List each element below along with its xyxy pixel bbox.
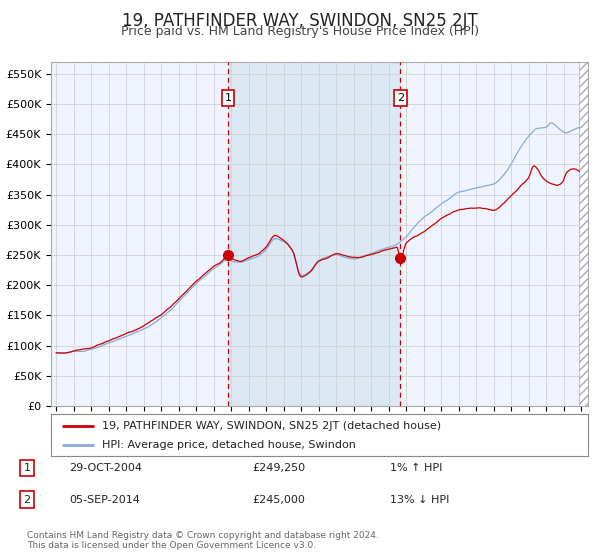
Text: £245,000: £245,000 [252, 494, 305, 505]
Text: HPI: Average price, detached house, Swindon: HPI: Average price, detached house, Swin… [102, 440, 356, 450]
Text: 1: 1 [23, 463, 31, 473]
Text: 13% ↓ HPI: 13% ↓ HPI [390, 494, 449, 505]
Text: Contains HM Land Registry data © Crown copyright and database right 2024.
This d: Contains HM Land Registry data © Crown c… [27, 530, 379, 550]
Text: 2: 2 [397, 93, 404, 103]
Bar [579, 62, 588, 406]
Text: 2: 2 [23, 494, 31, 505]
Text: 19, PATHFINDER WAY, SWINDON, SN25 2JT (detached house): 19, PATHFINDER WAY, SWINDON, SN25 2JT (d… [102, 421, 441, 431]
Text: Price paid vs. HM Land Registry's House Price Index (HPI): Price paid vs. HM Land Registry's House … [121, 25, 479, 38]
Text: 05-SEP-2014: 05-SEP-2014 [69, 494, 140, 505]
Text: 19, PATHFINDER WAY, SWINDON, SN25 2JT: 19, PATHFINDER WAY, SWINDON, SN25 2JT [122, 12, 478, 30]
Text: 1: 1 [224, 93, 232, 103]
Text: £249,250: £249,250 [252, 463, 305, 473]
Bar [228, 62, 400, 406]
Text: 1% ↑ HPI: 1% ↑ HPI [390, 463, 442, 473]
Text: 29-OCT-2004: 29-OCT-2004 [69, 463, 142, 473]
